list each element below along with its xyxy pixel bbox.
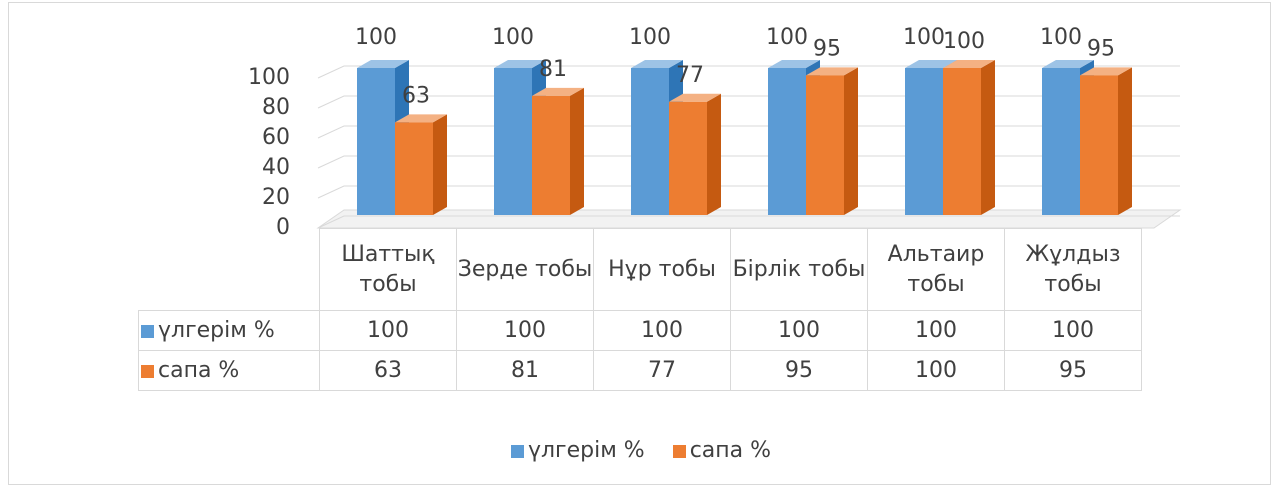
bar — [806, 67, 858, 215]
legend-item: үлгерім % — [510, 438, 645, 463]
grid-line — [317, 215, 1180, 229]
legend-swatch — [141, 324, 154, 338]
table-header-row: Шаттық тобы Зерде тобы Нұр тобы Бірлік тобы… — [138, 228, 1142, 311]
bar-top — [631, 60, 683, 68]
bar-side — [433, 114, 447, 215]
bar-side — [707, 93, 721, 215]
row-label: сапа % — [158, 358, 240, 383]
legend-swatch — [510, 444, 524, 458]
bar-top — [806, 67, 858, 76]
grid-line — [317, 65, 1180, 79]
bar — [1080, 67, 1132, 215]
table-value: 81 — [456, 350, 594, 391]
bar-front — [494, 68, 532, 215]
table-value: 100 — [1004, 310, 1142, 351]
row-label: үлгерім % — [158, 318, 275, 343]
bar — [395, 114, 447, 215]
table-value: 100 — [319, 310, 457, 351]
data-label: 100 — [1040, 25, 1082, 50]
table-value: 95 — [1004, 350, 1142, 391]
category-label: Шаттық тобы — [319, 228, 457, 311]
bar-side — [981, 60, 995, 215]
y-tick-label: 100 — [248, 65, 290, 90]
data-label: 100 — [943, 29, 985, 54]
legend-swatch — [672, 444, 686, 458]
data-label: 100 — [492, 25, 534, 50]
data-label: 81 — [539, 57, 567, 82]
data-label: 100 — [629, 25, 671, 50]
bar-top — [494, 60, 546, 68]
legend: үлгерім % сапа % — [0, 438, 1282, 463]
category-label: Зерде тобы — [456, 228, 594, 311]
bar-top — [943, 60, 995, 68]
bar-front — [631, 68, 669, 215]
bar-front — [357, 68, 395, 215]
data-label: 95 — [1087, 36, 1115, 61]
category-label: Нұр тобы — [593, 228, 731, 311]
grid-line — [317, 155, 1180, 169]
bar-top — [768, 60, 820, 68]
category-label: Жұлдыз тобы — [1004, 228, 1142, 311]
bar-top — [905, 60, 957, 68]
y-tick-label: 40 — [262, 155, 290, 180]
legend-label: сапа % — [689, 438, 772, 463]
table-corner — [138, 228, 320, 311]
data-label: 95 — [813, 36, 841, 61]
grid-line — [317, 125, 1180, 139]
legend-label: үлгерім % — [527, 438, 645, 463]
data-table: Шаттық тобы Зерде тобы Нұр тобы Бірлік тобы… — [138, 228, 1142, 391]
bar-front — [532, 95, 570, 215]
data-label: 100 — [903, 25, 945, 50]
bar-side — [1118, 67, 1132, 215]
y-tick-label: 80 — [262, 95, 290, 120]
bar — [943, 60, 995, 215]
bar — [532, 87, 584, 215]
legend-item: сапа % — [672, 438, 772, 463]
table-value: 100 — [867, 350, 1005, 391]
bar-top — [395, 114, 447, 123]
bar-front — [395, 122, 433, 215]
bar-top — [357, 60, 409, 68]
table-value: 77 — [593, 350, 731, 391]
table-value: 100 — [456, 310, 594, 351]
bar-top — [669, 93, 721, 102]
bar-side — [844, 67, 858, 215]
table-value: 63 — [319, 350, 457, 391]
bar-top — [1080, 67, 1132, 76]
y-tick-label: 60 — [262, 125, 290, 150]
bar-front — [1042, 68, 1080, 215]
bar-top — [1042, 60, 1094, 68]
chart-frame — [8, 2, 1271, 485]
row-key: сапа % — [138, 350, 320, 391]
row-key: үлгерім % — [138, 310, 320, 351]
category-label: Альтаир тобы — [867, 228, 1005, 311]
table-value: 100 — [867, 310, 1005, 351]
table-value: 100 — [730, 310, 868, 351]
bar-side — [570, 87, 584, 215]
bar-front — [768, 68, 806, 215]
bar — [669, 93, 721, 215]
grid-line — [317, 185, 1180, 199]
data-label: 63 — [402, 83, 430, 108]
legend-swatch — [141, 364, 154, 378]
y-tick-label: 20 — [262, 185, 290, 210]
data-label: 100 — [355, 25, 397, 50]
table-value: 100 — [593, 310, 731, 351]
bar-front — [806, 75, 844, 215]
data-label: 77 — [676, 63, 704, 88]
bar-front — [905, 68, 943, 215]
bar-front — [669, 101, 707, 215]
grid-line — [317, 95, 1180, 109]
table-row: үлгерім % 100 100 100 100 100 100 — [138, 310, 1142, 351]
bar-top — [532, 87, 584, 96]
data-label: 100 — [766, 25, 808, 50]
category-label: Бірлік тобы — [730, 228, 868, 311]
bar-front — [943, 68, 981, 215]
bar-front — [1080, 75, 1118, 215]
table-value: 95 — [730, 350, 868, 391]
table-row: сапа % 63 81 77 95 100 95 — [138, 350, 1142, 391]
